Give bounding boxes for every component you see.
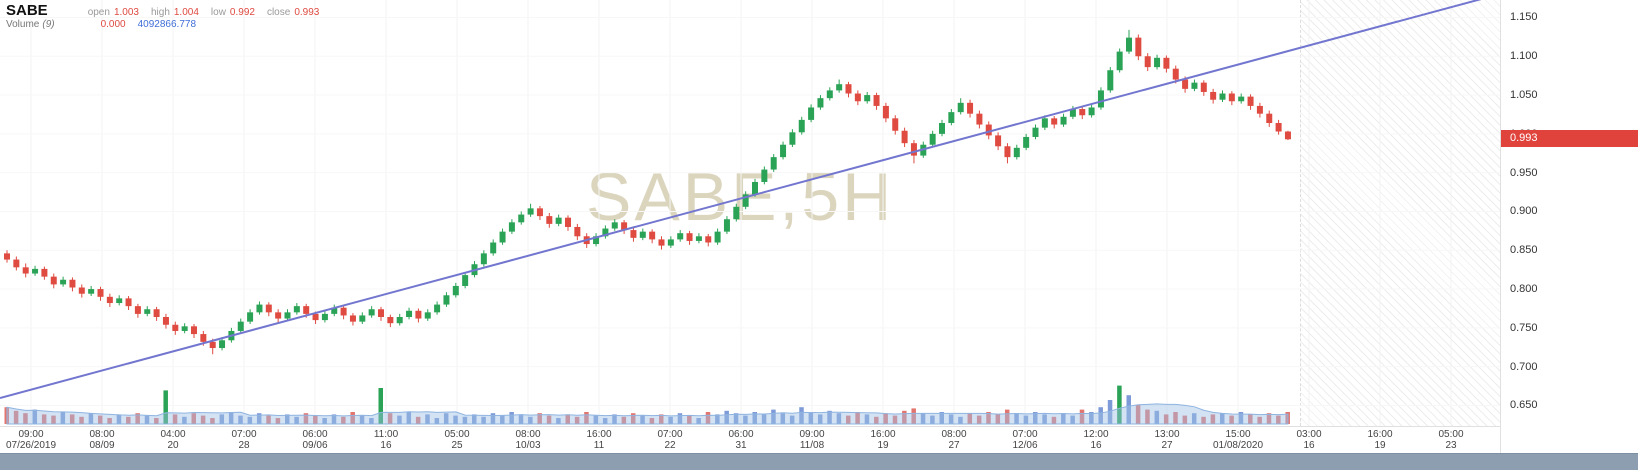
time-tick-date: 27 [1161, 440, 1173, 451]
time-tick: 09:00 07/26/2019 [6, 429, 56, 451]
price-chart-pane[interactable]: SABE,5H SABE open 1.003 high 1.004 low 0… [0, 0, 1500, 426]
low-value: 0.992 [229, 7, 255, 18]
time-tick: 05:00 23 [1438, 429, 1463, 451]
indicator-change-value: 0.000 [100, 19, 126, 30]
time-tick: 16:00 19 [870, 429, 895, 451]
price-axis-label: 0.900 [1510, 205, 1538, 218]
time-tick-date: 19 [1374, 440, 1386, 451]
time-tick-time: 08:00 [515, 429, 541, 440]
time-tick-time: 03:00 [1296, 429, 1322, 440]
time-tick-time: 05:00 [1438, 429, 1464, 440]
current-price-tag: 0.993 [1501, 130, 1638, 148]
time-tick: 06:00 09/06 [302, 429, 327, 451]
open-value: 1.003 [113, 7, 139, 18]
chart-legend: SABE open 1.003 high 1.004 low 0.992 clo… [6, 2, 319, 36]
time-tick-date: 09/06 [302, 440, 328, 451]
time-tick-date: 16 [1303, 440, 1315, 451]
time-tick: 12:00 16 [1083, 429, 1108, 451]
time-tick-time: 09:00 [18, 429, 44, 440]
time-tick-date: 28 [238, 440, 250, 451]
price-axis-label: 0.800 [1510, 283, 1538, 296]
time-tick-time: 15:00 [1225, 429, 1251, 440]
price-axis-label: 0.700 [1510, 360, 1538, 373]
time-tick: 08:00 10/03 [515, 429, 540, 451]
time-tick: 13:00 27 [1154, 429, 1179, 451]
time-tick: 05:00 25 [444, 429, 469, 451]
time-tick-date: 10/03 [515, 440, 541, 451]
time-tick: 11:00 16 [374, 429, 398, 451]
time-tick-time: 13:00 [1154, 429, 1180, 440]
time-tick-date: 20 [167, 440, 179, 451]
time-tick-time: 08:00 [89, 429, 115, 440]
time-tick: 04:00 20 [160, 429, 185, 451]
time-tick: 06:00 31 [728, 429, 753, 451]
price-axis-label: 1.100 [1510, 50, 1538, 63]
close-value: 0.993 [294, 7, 320, 18]
time-tick-time: 11:00 [373, 429, 399, 440]
time-tick-date: 12/06 [1012, 440, 1038, 451]
time-tick-time: 07:00 [657, 429, 683, 440]
time-tick-date: 25 [451, 440, 463, 451]
time-tick-time: 04:00 [160, 429, 186, 440]
time-tick-time: 07:00 [231, 429, 257, 440]
bottom-scrollbar[interactable] [0, 453, 1638, 470]
time-tick-date: 23 [1445, 440, 1457, 451]
price-axis-label: 0.650 [1510, 399, 1538, 412]
future-session-area [1300, 0, 1500, 426]
time-tick-date: 16 [1090, 440, 1102, 451]
time-tick-time: 16:00 [870, 429, 896, 440]
time-tick: 09:00 11/08 [799, 429, 824, 451]
close-label: close [266, 7, 291, 18]
time-tick-date: 01/08/2020 [1212, 440, 1264, 451]
time-tick-date: 22 [664, 440, 676, 451]
time-tick-time: 16:00 [1367, 429, 1393, 440]
time-tick-date: 16 [380, 440, 392, 451]
time-tick-time: 16:00 [586, 429, 612, 440]
indicator-param: (9) [42, 19, 55, 30]
time-tick: 15:00 01/08/2020 [1213, 429, 1263, 451]
time-tick-date: 11 [593, 440, 605, 451]
time-tick-date: 19 [877, 440, 889, 451]
time-tick-time: 06:00 [302, 429, 328, 440]
candlestick-canvas[interactable] [0, 0, 1500, 426]
time-tick: 07:00 28 [231, 429, 256, 451]
time-tick-date: 11/08 [799, 440, 825, 451]
indicator-volume-value: 4092866.778 [137, 19, 197, 30]
time-tick-time: 08:00 [941, 429, 967, 440]
price-axis-label: 0.850 [1510, 244, 1538, 257]
high-label: high [150, 7, 170, 18]
low-label: low [210, 7, 226, 18]
time-tick: 07:00 22 [657, 429, 682, 451]
time-tick-time: 09:00 [799, 429, 825, 440]
time-tick-time: 07:00 [1012, 429, 1038, 440]
time-tick-time: 05:00 [444, 429, 470, 440]
symbol-label: SABE [6, 2, 48, 19]
time-tick-date: 07/26/2019 [5, 440, 57, 451]
time-tick: 07:00 12/06 [1012, 429, 1037, 451]
time-axis[interactable]: 09:00 07/26/2019 08:00 08/09 04:00 20 07:00 28 0… [0, 426, 1500, 454]
price-axis-label: 0.950 [1510, 166, 1538, 179]
price-axis-label: 0.750 [1510, 321, 1538, 334]
price-axis-label: 1.050 [1510, 89, 1538, 102]
ohlc-legend-row: SABE open 1.003 high 1.004 low 0.992 clo… [6, 2, 319, 19]
volume-legend-row: Volume (9) 0.000 4092866.778 [6, 19, 319, 36]
time-tick: 03:00 16 [1296, 429, 1321, 451]
time-tick-date: 31 [735, 440, 747, 451]
time-tick: 08:00 27 [941, 429, 966, 451]
indicator-name: Volume [6, 19, 40, 30]
time-tick: 16:00 11 [586, 429, 611, 451]
price-axis[interactable]: 0.993 1.1501.1001.0501.0000.9500.9000.85… [1500, 0, 1638, 453]
time-tick: 08:00 08/09 [89, 429, 114, 451]
price-axis-label: 1.150 [1510, 11, 1538, 24]
time-tick: 16:00 19 [1367, 429, 1392, 451]
open-label: open [87, 7, 110, 18]
time-tick-date: 08/09 [89, 440, 115, 451]
high-value: 1.004 [173, 7, 199, 18]
time-tick-time: 12:00 [1083, 429, 1109, 440]
time-tick-time: 06:00 [728, 429, 754, 440]
time-tick-date: 27 [948, 440, 960, 451]
